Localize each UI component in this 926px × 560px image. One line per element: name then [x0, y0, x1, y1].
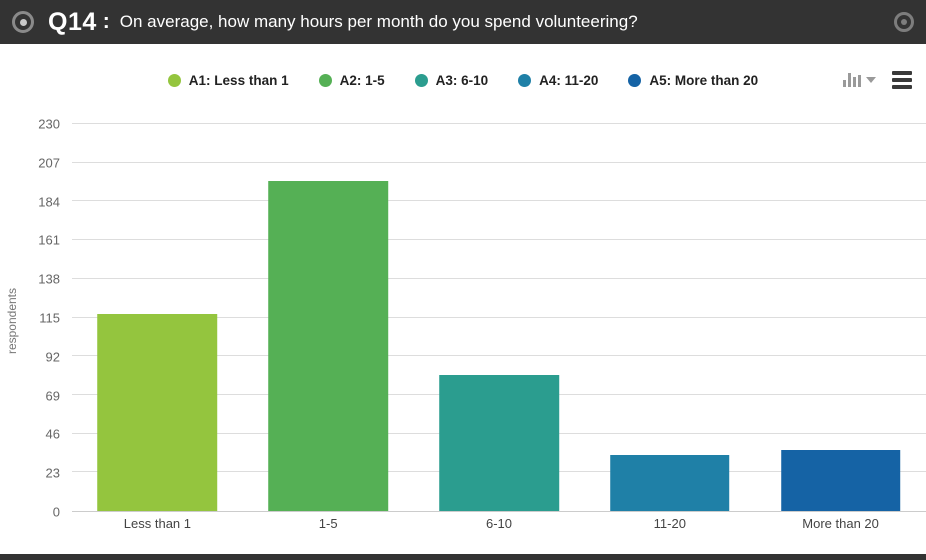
- bar-chart: respondents 0 23 46 69 92 115 138 161 184 207 230 …: [0, 117, 926, 534]
- gridline: [72, 316, 926, 318]
- legend-item-4[interactable]: A4: 11-20: [518, 73, 598, 88]
- gridline: [72, 161, 926, 163]
- question-title: On average, how many hours per month do …: [119, 12, 638, 31]
- bottom-bar: [0, 554, 926, 560]
- legend-label: A5: More than 20: [649, 72, 759, 88]
- legend-dot: [518, 73, 532, 87]
- record-circle-dot: [19, 18, 27, 26]
- y-tick-label: 115: [39, 310, 60, 326]
- question-separator: :: [102, 10, 110, 33]
- y-tick-label: 46: [45, 426, 60, 442]
- y-tick-label: 207: [38, 155, 60, 171]
- y-tick-label: 92: [45, 349, 60, 365]
- legend-item-1[interactable]: A1: Less than 1: [167, 72, 289, 88]
- legend-dot: [167, 73, 181, 87]
- gridline: [72, 123, 926, 124]
- y-axis: 0 23 46 69 92 115 138 161 184 207 230: [0, 117, 72, 520]
- x-axis: Less than 1 1-5 6-10 11-20 More than 20: [72, 512, 926, 534]
- legend-row: A1: Less than 1 A2: 1-5 A3: 6-10 A4: 11-20 A…: [0, 66, 926, 94]
- gridline: [72, 277, 926, 279]
- legend-dot: [318, 73, 332, 87]
- legend-dot: [628, 73, 642, 87]
- record-circle-icon[interactable]: [12, 11, 34, 33]
- gridline: [72, 239, 926, 241]
- legend-label: A3: 6-10: [435, 72, 489, 88]
- y-tick-label: 23: [45, 465, 60, 481]
- x-tick-label: Less than 1: [123, 516, 191, 531]
- x-tick-label: 6-10: [485, 516, 513, 531]
- plot-area: [72, 123, 926, 512]
- x-tick-label: 11-20: [653, 516, 686, 531]
- y-tick-label: 138: [38, 271, 60, 287]
- x-tick-label: 1-5: [318, 516, 338, 531]
- bar-chart-icon: [843, 73, 861, 87]
- legend-dot: [414, 73, 428, 87]
- gridline: [72, 200, 926, 202]
- bar-1-5[interactable]: [268, 181, 388, 511]
- x-tick-label: More than 20: [802, 516, 879, 531]
- gridline: [72, 355, 926, 357]
- question-number: Q14: [48, 7, 97, 36]
- bar-6-10[interactable]: [439, 374, 559, 511]
- hamburger-icon[interactable]: [892, 71, 912, 89]
- legend-item-5[interactable]: A5: More than 20: [628, 73, 758, 88]
- legend-label: A1: Less than 1: [188, 72, 289, 88]
- chevron-down-icon: [866, 77, 876, 83]
- legend-item-3[interactable]: A3: 6-10: [414, 72, 489, 88]
- bar-more-than-20[interactable]: [780, 450, 901, 511]
- legend-item-2[interactable]: A2: 1-5: [318, 72, 385, 88]
- target-circle-icon[interactable]: [894, 12, 914, 32]
- legend-label: A4: 11-20: [539, 72, 599, 88]
- header: Q14 : On average, how many hours per mon…: [0, 0, 926, 44]
- target-circle-dot: [901, 19, 907, 25]
- chart-type-selector[interactable]: [843, 73, 876, 87]
- bar-less-than-1[interactable]: [97, 314, 218, 511]
- chart-controls: [843, 71, 912, 89]
- bar-11-20[interactable]: [610, 455, 730, 511]
- y-tick-label: 184: [38, 194, 60, 210]
- y-tick-label: 0: [52, 504, 60, 520]
- y-tick-label: 69: [45, 388, 60, 404]
- y-tick-label: 161: [38, 232, 60, 248]
- legend-label: A2: 1-5: [339, 72, 385, 88]
- legend: A1: Less than 1 A2: 1-5 A3: 6-10 A4: 11-20 A…: [167, 72, 758, 88]
- y-tick-label: 230: [38, 116, 60, 132]
